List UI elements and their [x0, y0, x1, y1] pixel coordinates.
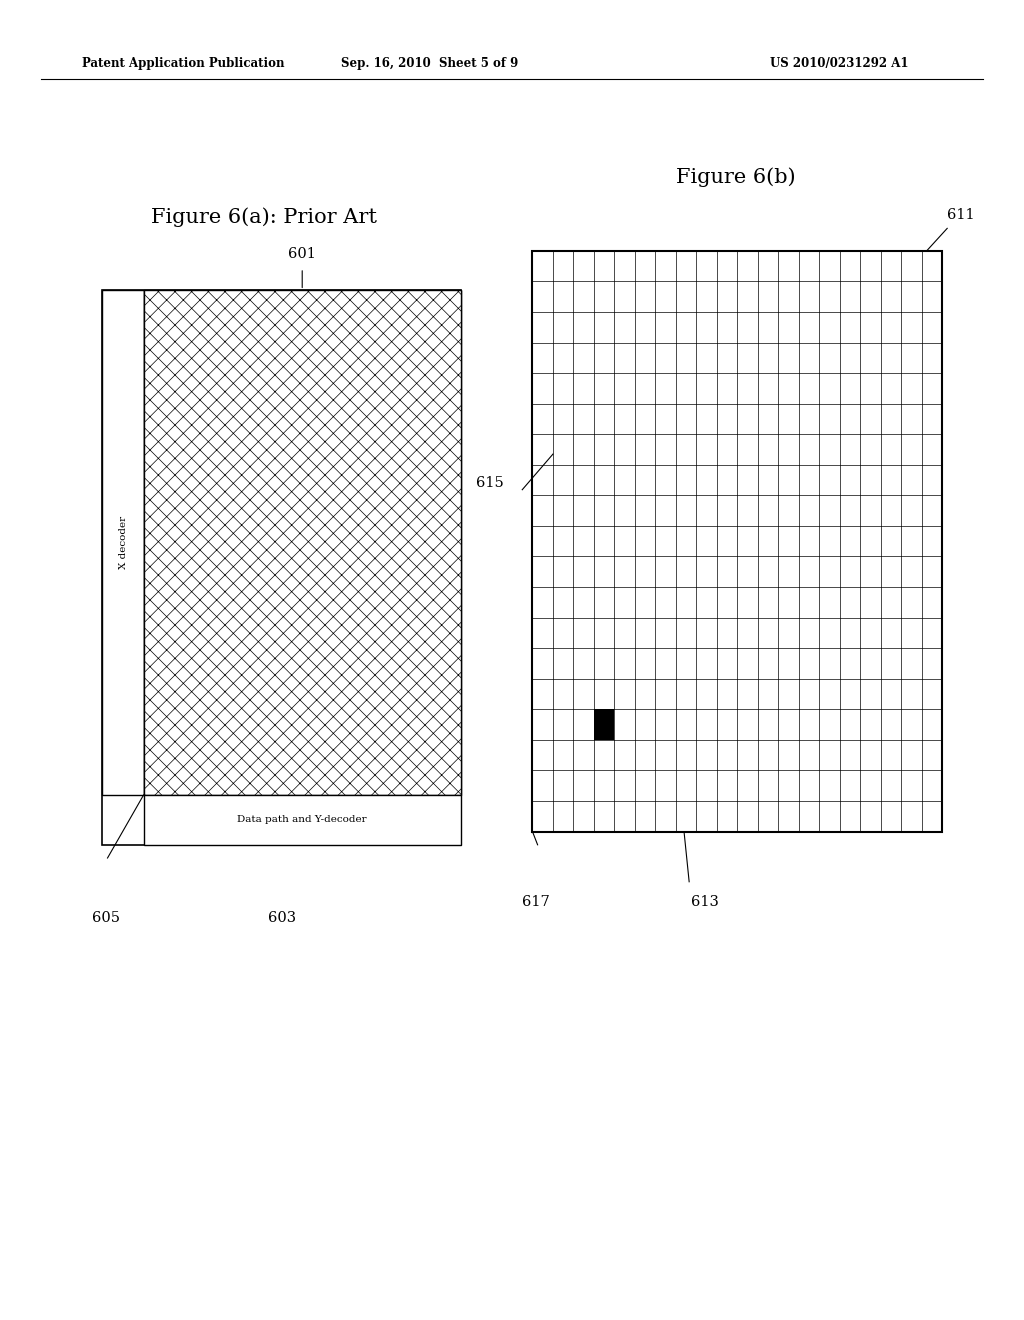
Text: 605: 605 — [92, 911, 120, 925]
Text: 601: 601 — [289, 247, 316, 261]
Text: US 2010/0231292 A1: US 2010/0231292 A1 — [770, 57, 909, 70]
Bar — [143, 290, 461, 795]
Text: Patent Application Publication: Patent Application Publication — [82, 57, 285, 70]
Text: 615: 615 — [476, 477, 504, 490]
Bar — [102, 290, 461, 845]
Text: Figure 6(a): Prior Art: Figure 6(a): Prior Art — [151, 207, 377, 227]
Bar — [102, 290, 143, 795]
Text: X decoder: X decoder — [119, 516, 128, 569]
Bar — [143, 290, 461, 795]
Bar — [594, 709, 614, 741]
Text: Data path and Y-decoder: Data path and Y-decoder — [238, 816, 367, 825]
Bar — [143, 795, 461, 845]
Text: 611: 611 — [947, 207, 975, 222]
Text: Sep. 16, 2010  Sheet 5 of 9: Sep. 16, 2010 Sheet 5 of 9 — [341, 57, 519, 70]
Text: Figure 6(b): Figure 6(b) — [676, 168, 796, 187]
Text: 603: 603 — [267, 911, 296, 925]
Bar — [532, 251, 942, 832]
Text: 617: 617 — [522, 895, 550, 909]
Text: 613: 613 — [690, 895, 719, 909]
